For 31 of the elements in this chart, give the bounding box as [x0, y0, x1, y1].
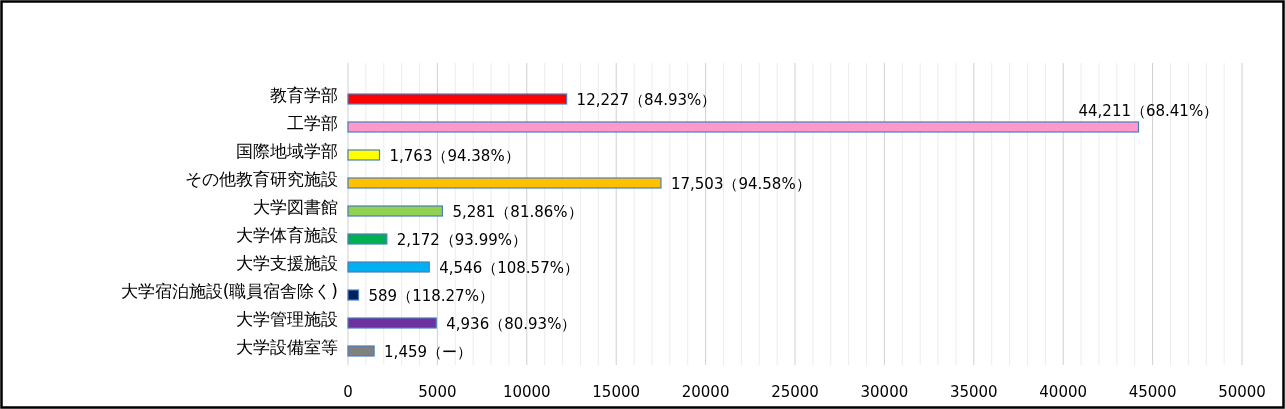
y-tick-label: 国際地域学部 [236, 141, 338, 161]
data-label: 5,281（81.86%） [452, 202, 583, 221]
data-label: 12,227（84.93%） [576, 90, 717, 109]
y-tick-label: 大学支援施設 [236, 253, 338, 273]
x-tick-label: 15000 [592, 383, 641, 401]
data-label: 4,546（108.57%） [439, 258, 579, 277]
y-tick-label: 大学宿泊施設(職員宿舎除く) [120, 281, 338, 301]
x-tick-label: 20000 [681, 383, 730, 401]
y-tick-label: 教育学部 [270, 85, 338, 105]
x-tick-label: 0 [343, 383, 353, 401]
y-tick-label: 工学部 [287, 113, 338, 133]
data-label: 589（118.27%） [368, 286, 494, 305]
data-label: 2,172（93.99%） [396, 230, 527, 249]
x-tick-label: 10000 [502, 383, 551, 401]
y-tick-label: その他教育研究施設 [185, 169, 338, 189]
y-tick-label: 大学管理施設 [236, 309, 338, 329]
x-tick-label: 30000 [860, 383, 909, 401]
data-label: 44,211（68.41%） [1078, 101, 1219, 120]
y-tick-label: 大学体育施設 [236, 225, 338, 245]
x-tick-label: 5000 [418, 383, 457, 401]
data-label: 4,936（80.93%） [446, 314, 577, 333]
x-tick-label: 40000 [1039, 383, 1088, 401]
x-tick-label: 45000 [1128, 383, 1177, 401]
y-tick-label: 大学図書館 [253, 197, 338, 217]
x-tick-label: 50000 [1218, 383, 1266, 401]
data-label: 1,459（ー） [384, 342, 473, 361]
data-label: 1,763（94.38%） [389, 146, 520, 165]
x-tick-label: 25000 [771, 383, 819, 401]
x-tick-label: 35000 [949, 383, 998, 401]
data-label: 17,503（94.58%） [670, 174, 811, 193]
y-tick-label: 大学設備室等 [236, 337, 338, 357]
